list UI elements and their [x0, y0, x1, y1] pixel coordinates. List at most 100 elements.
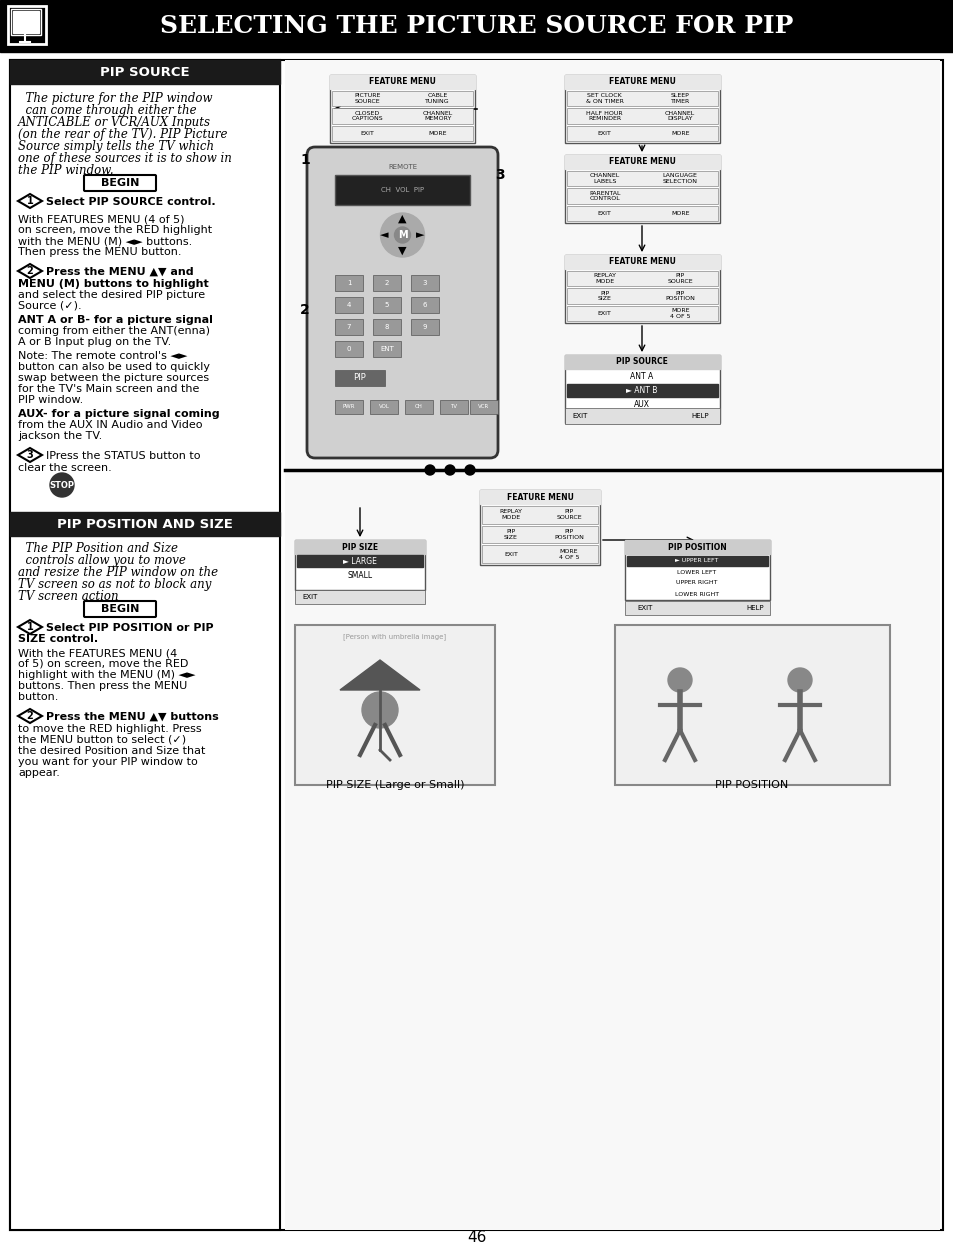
Text: ANT A: ANT A	[630, 372, 653, 381]
Bar	[294, 624, 495, 785]
Bar	[373, 319, 400, 335]
Bar	[470, 400, 497, 414]
Text: (on the rear of the TV). PIP Picture: (on the rear of the TV). PIP Picture	[18, 128, 227, 140]
Text: PIP
POSITION: PIP POSITION	[554, 529, 583, 540]
Text: EXIT: EXIT	[503, 552, 517, 557]
Text: ► UPPER LEFT: ► UPPER LEFT	[675, 558, 718, 563]
Text: PWR: PWR	[342, 405, 355, 410]
Bar	[566, 171, 718, 187]
Text: button.: button.	[18, 692, 58, 702]
Bar	[10, 60, 280, 84]
Circle shape	[667, 668, 691, 692]
Text: from the AUX IN Audio and Video: from the AUX IN Audio and Video	[18, 420, 202, 430]
Text: the desired Position and Size that: the desired Position and Size that	[18, 746, 205, 756]
Bar	[373, 275, 400, 291]
Circle shape	[50, 473, 74, 497]
Text: TV screen action: TV screen action	[18, 589, 118, 603]
Text: controls allow you to move: controls allow you to move	[18, 554, 186, 567]
Bar	[564, 75, 720, 143]
Text: EXIT: EXIT	[598, 211, 611, 216]
Text: PIP SOURCE: PIP SOURCE	[616, 357, 667, 366]
Bar	[479, 490, 599, 504]
FancyBboxPatch shape	[307, 147, 497, 458]
Text: EXIT: EXIT	[360, 130, 374, 135]
Text: 2: 2	[27, 711, 33, 721]
Bar	[564, 155, 720, 223]
Bar	[294, 540, 424, 589]
Text: to move the RED highlight. Press: to move the RED highlight. Press	[18, 724, 201, 734]
Text: HELP: HELP	[691, 413, 708, 419]
Text: and select the desired PIP picture: and select the desired PIP picture	[18, 290, 205, 300]
Text: of 5) on screen, move the RED: of 5) on screen, move the RED	[18, 660, 188, 668]
Text: CH  VOL  PIP: CH VOL PIP	[380, 187, 424, 193]
Circle shape	[464, 465, 475, 475]
Text: TV screen so as not to block any: TV screen so as not to block any	[18, 578, 212, 591]
Bar	[439, 400, 468, 414]
Text: 6: 6	[422, 302, 427, 308]
Bar	[411, 275, 438, 291]
Text: Select PIP POSITION or PIP: Select PIP POSITION or PIP	[46, 623, 213, 633]
Text: With the FEATURES MENU (4: With the FEATURES MENU (4	[18, 648, 177, 658]
Bar	[370, 400, 397, 414]
Bar	[624, 540, 769, 554]
Text: VCR: VCR	[477, 405, 489, 410]
Polygon shape	[18, 619, 42, 635]
Text: ▼: ▼	[397, 246, 406, 256]
Text: FEATURE MENU: FEATURE MENU	[608, 257, 676, 267]
Text: CHANNEL
LABELS: CHANNEL LABELS	[589, 173, 619, 184]
Text: PIP
SOURCE: PIP SOURCE	[556, 509, 581, 520]
Text: FEATURE MENU: FEATURE MENU	[608, 158, 676, 167]
Bar	[564, 255, 720, 270]
Bar	[335, 400, 363, 414]
Text: ► LARGE: ► LARGE	[343, 557, 376, 566]
Bar	[566, 206, 718, 221]
Text: FEATURE MENU: FEATURE MENU	[506, 493, 573, 502]
Text: LANGUAGE
SELECTION: LANGUAGE SELECTION	[662, 173, 697, 184]
Bar	[566, 306, 718, 321]
FancyBboxPatch shape	[84, 176, 156, 191]
Polygon shape	[339, 660, 419, 690]
Circle shape	[444, 465, 455, 475]
Text: one of these sources it is to show in: one of these sources it is to show in	[18, 152, 232, 166]
Bar	[373, 341, 400, 357]
Text: Press the MENU ▲▼ and: Press the MENU ▲▼ and	[46, 267, 193, 277]
Bar	[285, 60, 939, 1230]
Text: IPress the STATUS button to: IPress the STATUS button to	[46, 451, 200, 461]
Text: PIP
SIZE: PIP SIZE	[503, 529, 517, 540]
Bar	[373, 297, 400, 314]
Text: ENT: ENT	[379, 346, 394, 352]
Text: CH: CH	[415, 405, 422, 410]
Circle shape	[395, 227, 410, 243]
Text: STOP: STOP	[50, 480, 74, 489]
Bar	[411, 297, 438, 314]
Text: BEGIN: BEGIN	[101, 604, 139, 614]
Bar	[13, 11, 39, 33]
Bar	[332, 92, 473, 107]
Bar	[566, 384, 718, 398]
Text: SLEEP
TIMER: SLEEP TIMER	[670, 93, 689, 104]
Text: EXIT: EXIT	[598, 311, 611, 316]
Text: 2: 2	[300, 303, 310, 317]
Text: REPLAY
MODE: REPLAY MODE	[593, 273, 616, 285]
Text: MENU (M) buttons to highlight: MENU (M) buttons to highlight	[18, 278, 209, 288]
Bar	[481, 507, 598, 524]
Text: REPLAY
MODE: REPLAY MODE	[499, 509, 522, 520]
Bar	[566, 188, 718, 203]
Text: MORE: MORE	[428, 130, 447, 135]
Bar	[335, 319, 363, 335]
Polygon shape	[18, 265, 42, 278]
Bar	[624, 601, 769, 614]
FancyBboxPatch shape	[84, 601, 156, 617]
Text: SMALL: SMALL	[347, 572, 373, 581]
Text: LOWER RIGHT: LOWER RIGHT	[674, 592, 719, 597]
Bar	[564, 408, 720, 424]
Text: MORE: MORE	[670, 130, 689, 135]
Bar	[335, 341, 363, 357]
Text: EXIT: EXIT	[637, 604, 652, 611]
Text: PIP POSITION AND SIZE: PIP POSITION AND SIZE	[57, 518, 233, 530]
Polygon shape	[18, 448, 42, 461]
Text: and resize the PIP window on the: and resize the PIP window on the	[18, 566, 218, 579]
Bar	[0, 0, 953, 51]
Text: 3: 3	[495, 168, 504, 182]
Text: CHANNEL
MEMORY: CHANNEL MEMORY	[422, 110, 453, 122]
